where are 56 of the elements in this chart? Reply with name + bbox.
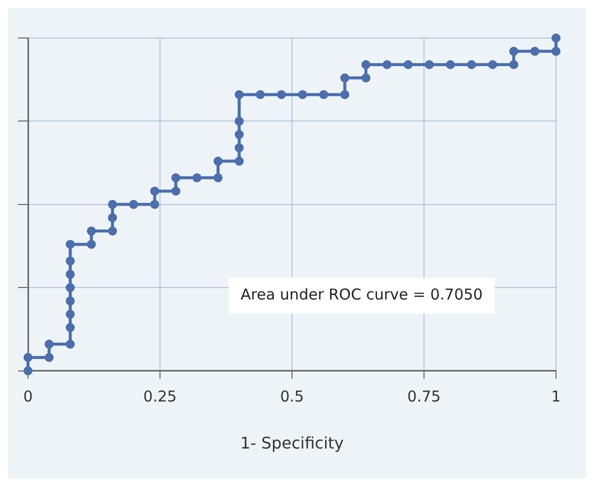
x-tick-label: 0.5 [280,388,304,406]
point [66,340,75,349]
point [86,226,96,236]
point [234,116,244,126]
x-tick-label: 0.75 [407,388,441,406]
point [66,270,75,279]
point [234,90,244,100]
point [108,226,117,236]
point [171,173,180,182]
point [66,310,75,319]
point [150,200,160,209]
point [66,323,75,332]
point [234,156,244,166]
point [340,90,350,100]
point [44,340,54,349]
point [361,73,370,82]
point [66,240,75,249]
point [108,213,117,222]
x-tick-label: 1 [551,388,561,406]
point [234,130,244,140]
point [404,60,413,70]
point [530,46,540,56]
point [382,60,392,70]
point [509,60,518,70]
point [488,60,498,70]
point [552,34,560,42]
point [24,366,32,376]
point [214,156,223,166]
point [150,186,160,196]
point [298,90,308,100]
point [66,283,75,292]
point [276,90,286,100]
point [171,186,180,196]
point [24,352,32,362]
point [214,173,223,182]
point [86,240,96,249]
point [256,90,265,100]
x-axis-title: 1- Specificity [240,434,344,453]
point [424,60,434,70]
point [340,73,350,82]
point [108,200,117,209]
point [552,46,560,56]
point [234,143,244,152]
point [66,296,75,306]
point [361,60,370,70]
annotation: Area under ROC curve = 0.7050 [240,286,483,304]
point [66,256,75,266]
x-tick-label: 0.25 [143,388,177,406]
point [319,90,328,100]
point [129,200,138,209]
point [446,60,455,70]
point [467,60,476,70]
point [44,352,54,362]
point [192,173,202,182]
point [509,46,518,56]
x-tick-label: 0 [23,388,33,406]
